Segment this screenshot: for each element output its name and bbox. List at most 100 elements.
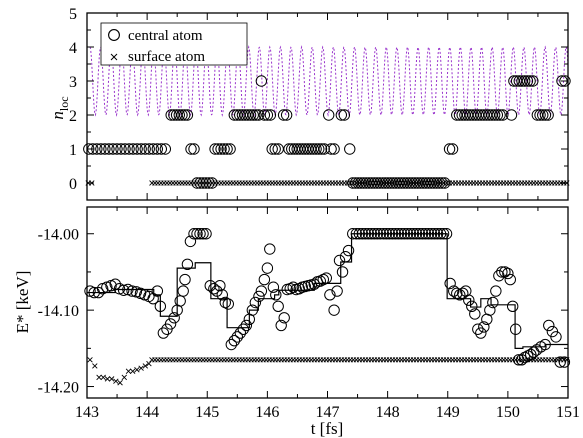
central-atom-circle [422,228,435,240]
top-y-tick-label: 5 [69,6,77,23]
central-atom-circle [270,289,282,301]
central-atom-circle [255,285,268,297]
central-atom-circle [234,327,247,339]
central-atom-circle [380,228,393,240]
bottom-y-tick-label: -14.20 [38,380,79,397]
x-tick-label: 149 [436,404,460,421]
central-atom-circles [84,228,571,368]
surface-atom-cross-stroke [113,378,119,384]
x-tick-label: 148 [376,404,400,421]
central-atom-circle [559,75,571,87]
central-atom-circle [439,177,451,189]
surface-atom-cross-stroke [117,380,123,386]
bottom-y-tick-label: -14.00 [38,227,79,244]
central-atom-circle [428,228,441,240]
central-atom-circle [331,285,343,297]
central-atom-circle [528,346,540,358]
x-axis-label: t [fs] [311,419,344,438]
central-atom-circle [446,143,459,155]
central-atom-circle [214,279,226,292]
central-atom-circle [221,143,233,155]
central-atom-circle [244,109,257,121]
central-atom-circle [323,109,335,121]
x-tick-label: 145 [195,404,219,421]
central-atom-circle [92,286,105,299]
x-tick-label: 143 [75,404,99,421]
top-panel: 0 1 2 3 4 5 nloc central atom surface atom [48,6,571,201]
central-atom-circle [127,143,139,155]
top-y-tick-label: 1 [69,142,77,159]
surface-atom-cross-stroke [121,374,127,381]
legend-cross-marker [110,53,118,61]
central-atom-circle [126,285,138,297]
top-plot-area [83,45,571,189]
bottom-panel: -14.00 -14.10 -14.20 143 144 145 146 147 148 149… [13,206,580,438]
legend-box [100,22,248,66]
bottom-x-ticks: 143 144 145 146 147 148 149 150 151 [75,207,580,421]
central-atom-circle [185,143,197,155]
surface-atom-cross [96,374,102,381]
central-atom-circle [368,228,381,240]
central-atom-circle [280,109,293,121]
central-atom-circle [246,304,259,316]
central-atom-circle [539,338,551,351]
central-atom-circle [342,244,355,257]
surface-atom-cross-stroke [96,374,102,381]
central-atom-circle [475,327,487,339]
surface-atom-cross [134,367,140,373]
central-atom-circle [466,300,478,313]
central-atom-circle [448,285,460,297]
central-atom-circle [550,331,562,343]
top-y-tick-label: 0 [69,176,77,193]
central-atom-circle [143,143,155,155]
central-atom-circle [173,109,185,121]
central-atom-circle [487,296,499,309]
x-tick-label: 146 [255,404,279,421]
surface-atom-cross-stroke [104,376,111,382]
central-atom-circle [502,267,514,280]
central-atom-circle [83,143,95,155]
central-atom-circle [266,143,278,155]
central-atom-circle [258,273,271,286]
top-y-ticks: 0 1 2 3 4 5 [69,6,568,193]
central-atom-circle [181,109,194,121]
central-atom-circle [308,278,320,290]
central-atom-circle [469,308,481,320]
central-atom-circle [103,143,115,155]
central-atom-circle [472,323,484,335]
central-atom-circle [440,228,453,240]
central-atom-circle [154,300,167,313]
surface-atom-cross [100,374,106,381]
central-atom-circle [425,228,438,240]
central-atom-circle [231,331,244,343]
central-atom-circle [181,258,194,270]
central-atom-circle [383,228,396,240]
surface-atom-cross [146,360,152,367]
bottom-plot-area [84,228,571,386]
surface-atom-cross-stroke [92,363,98,369]
central-atom-circle [258,109,271,121]
central-atom-circle [543,319,555,332]
central-atom-circle [527,75,539,87]
surface-atom-cross-stroke [87,357,93,363]
central-atom-circle [413,228,426,240]
central-atom-circle [179,109,191,121]
central-atom-circle [269,143,281,155]
central-atom-circle [203,177,215,189]
mean-energy-step-line [87,233,568,349]
central-atom-circle [176,109,188,121]
central-atom-circle [558,356,571,368]
central-atom-circle [200,228,212,240]
central-atom-circle [505,109,518,121]
central-atom-circle [168,312,180,324]
surface-atom-cross-stroke [100,374,106,381]
central-atom-circle [275,319,287,332]
central-atom-circle [264,243,276,255]
central-atom-circle [395,228,408,240]
central-atom-circle [497,109,509,121]
central-atom-circle [519,75,531,87]
central-atom-circle [410,228,423,240]
central-atom-circle [174,295,186,307]
top-y-tick-label: 2 [69,108,77,125]
